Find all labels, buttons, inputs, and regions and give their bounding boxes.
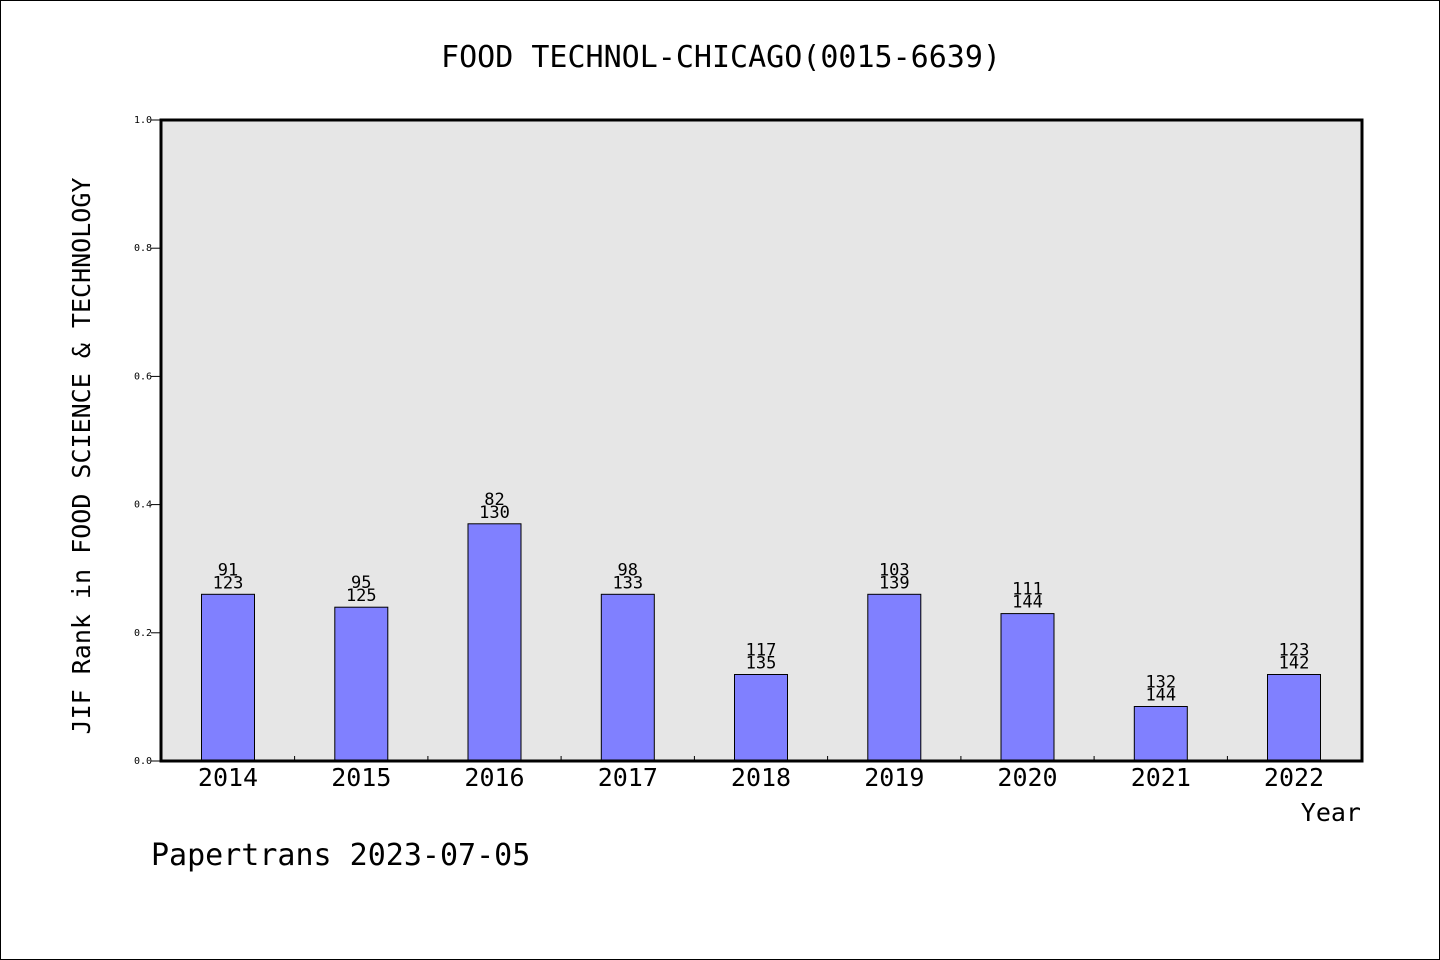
y-axis: 0.0 0.2 0.4 0.6 0.8 1.0 [134,115,161,767]
x-tick-label-2014: 2014 [198,763,258,792]
bar-rank-label-2021: 132 [1145,673,1176,693]
bar-total-label-2015: 125 [346,586,377,606]
bar-total-label-2019: 139 [879,573,910,593]
bar-total-label-2016: 130 [479,503,510,523]
x-tick-label-2022: 2022 [1264,763,1324,792]
bar-2016 [467,523,522,762]
bar-2015 [334,606,389,762]
bar-2018 [734,674,788,762]
y-tick-label-0.2: 0.2 [134,628,152,639]
y-tick-label-0.6: 0.6 [134,371,152,382]
x-tick-label-2018: 2018 [731,763,791,792]
bar-total-label-2022: 142 [1279,654,1310,674]
bar-rank-label-2019: 103 [879,560,910,580]
bar-rank-label-2016: 82 [484,490,504,510]
x-tick-label-2019: 2019 [864,763,924,792]
x-axis-label: Year [1301,798,1361,827]
y-tick-label-0.0: 0.0 [134,756,152,767]
y-tick-label-1.0: 1.0 [134,115,152,126]
bars-layer [201,523,1321,762]
footer-text: Papertrans 2023-07-05 [151,838,530,873]
bar-total-label-2018: 135 [746,654,777,674]
bar-rank-label-2014: 91 [218,560,238,580]
bar-2020 [1000,613,1055,762]
bar-total-label-2014: 123 [213,573,244,593]
y-axis-label: JIF Rank in FOOD SCIENCE & TECHNOLOGY [67,178,96,735]
x-tick-label-2021: 2021 [1131,763,1191,792]
bar-2014 [201,593,255,762]
bar-rank-label-2022: 123 [1279,641,1310,661]
bar-rank-label-2018: 117 [746,641,777,661]
y-tick-label-0.4: 0.4 [134,500,152,511]
bar-rank-label-2020: 111 [1012,580,1043,600]
bar-total-label-2017: 133 [612,573,643,593]
x-tick-label-2016: 2016 [464,763,524,792]
bar-total-label-2020: 144 [1012,593,1043,613]
x-tick-label-2020: 2020 [997,763,1057,792]
bar-2022 [1267,674,1321,762]
plot-border [159,118,1364,763]
chart-title: FOOD TECHNOL-CHICAGO(0015-6639) [441,40,1001,75]
bar-2019 [867,593,922,762]
bar-total-label-2021: 144 [1145,686,1176,706]
y-tick-label-0.8: 0.8 [134,243,152,254]
bar-rank-label-2015: 95 [351,573,371,593]
bar-2017 [600,593,655,762]
x-axis: 2014 2015 2016 2017 2018 2019 2020 2021 2022 [198,756,1324,792]
bar-rank-label-2017: 98 [618,560,638,580]
bar-2021 [1133,706,1188,762]
x-tick-label-2015: 2015 [331,763,391,792]
x-tick-label-2017: 2017 [598,763,658,792]
